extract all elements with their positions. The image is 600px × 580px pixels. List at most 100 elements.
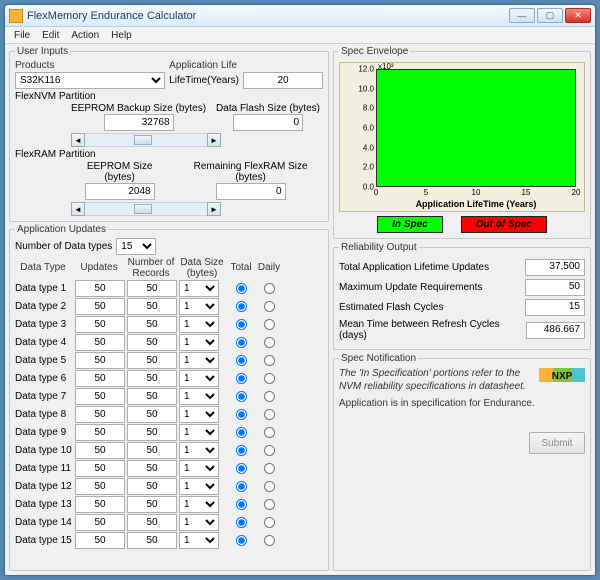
menu-edit[interactable]: Edit [37, 29, 64, 42]
daily-radio[interactable] [264, 499, 275, 510]
eeprom-backup-input[interactable] [104, 114, 174, 131]
total-radio[interactable] [236, 373, 247, 384]
records-input[interactable] [127, 334, 177, 351]
total-radio[interactable] [236, 301, 247, 312]
data-type-label: Data type 10 [15, 445, 71, 456]
total-radio[interactable] [236, 391, 247, 402]
data-size-select[interactable]: 1 [179, 532, 219, 549]
updates-input[interactable] [75, 460, 125, 477]
minimize-button[interactable]: — [509, 8, 535, 23]
scroll-right-icon[interactable]: ► [207, 202, 221, 216]
updates-input[interactable] [75, 496, 125, 513]
total-radio[interactable] [236, 535, 247, 546]
daily-radio[interactable] [264, 391, 275, 402]
records-input[interactable] [127, 478, 177, 495]
data-size-select[interactable]: 1 [179, 424, 219, 441]
close-button[interactable]: ✕ [565, 8, 591, 23]
scroll-left-icon[interactable]: ◄ [71, 133, 85, 147]
data-size-select[interactable]: 1 [179, 334, 219, 351]
daily-radio[interactable] [264, 319, 275, 330]
records-input[interactable] [127, 406, 177, 423]
data-size-select[interactable]: 1 [179, 370, 219, 387]
daily-radio[interactable] [264, 517, 275, 528]
data-size-select[interactable]: 1 [179, 280, 219, 297]
updates-input[interactable] [75, 280, 125, 297]
lifetime-input[interactable] [243, 72, 323, 89]
total-radio[interactable] [236, 427, 247, 438]
records-input[interactable] [127, 532, 177, 549]
maximize-button[interactable]: ▢ [537, 8, 563, 23]
records-input[interactable] [127, 388, 177, 405]
chart-plot-area [376, 69, 576, 187]
updates-input[interactable] [75, 316, 125, 333]
total-radio[interactable] [236, 499, 247, 510]
records-input[interactable] [127, 298, 177, 315]
remaining-flexram-input[interactable] [216, 183, 286, 200]
submit-button[interactable]: Submit [529, 432, 585, 454]
data-size-select[interactable]: 1 [179, 478, 219, 495]
total-radio[interactable] [236, 409, 247, 420]
updates-input[interactable] [75, 478, 125, 495]
updates-input[interactable] [75, 388, 125, 405]
records-input[interactable] [127, 316, 177, 333]
records-input[interactable] [127, 514, 177, 531]
records-input[interactable] [127, 280, 177, 297]
total-radio[interactable] [236, 319, 247, 330]
data-size-select[interactable]: 1 [179, 460, 219, 477]
updates-input[interactable] [75, 424, 125, 441]
updates-input[interactable] [75, 442, 125, 459]
num-data-types-select[interactable]: 15 [116, 238, 156, 255]
records-input[interactable] [127, 442, 177, 459]
daily-radio[interactable] [264, 355, 275, 366]
data-size-select[interactable]: 1 [179, 316, 219, 333]
daily-radio[interactable] [264, 427, 275, 438]
data-size-select[interactable]: 1 [179, 442, 219, 459]
total-radio[interactable] [236, 355, 247, 366]
daily-radio[interactable] [264, 283, 275, 294]
updates-input[interactable] [75, 334, 125, 351]
daily-radio[interactable] [264, 409, 275, 420]
updates-input[interactable] [75, 352, 125, 369]
total-radio[interactable] [236, 283, 247, 294]
total-radio[interactable] [236, 517, 247, 528]
menu-help[interactable]: Help [106, 29, 137, 42]
records-input[interactable] [127, 352, 177, 369]
records-input[interactable] [127, 370, 177, 387]
daily-radio[interactable] [264, 445, 275, 456]
eeprom-size-input[interactable] [85, 183, 155, 200]
data-size-select[interactable]: 1 [179, 514, 219, 531]
products-select[interactable]: S32K116 [15, 72, 165, 89]
daily-radio[interactable] [264, 337, 275, 348]
daily-radio[interactable] [264, 301, 275, 312]
total-radio[interactable] [236, 445, 247, 456]
total-radio[interactable] [236, 481, 247, 492]
data-type-row: Data type 121 [15, 478, 323, 495]
flexnvm-scroll[interactable]: ◄► [71, 133, 221, 147]
daily-radio[interactable] [264, 463, 275, 474]
flexram-scroll[interactable]: ◄► [71, 202, 221, 216]
daily-radio[interactable] [264, 535, 275, 546]
data-type-row: Data type 51 [15, 352, 323, 369]
data-size-select[interactable]: 1 [179, 298, 219, 315]
updates-input[interactable] [75, 298, 125, 315]
records-input[interactable] [127, 496, 177, 513]
dataflash-input[interactable] [233, 114, 303, 131]
data-size-select[interactable]: 1 [179, 496, 219, 513]
records-input[interactable] [127, 460, 177, 477]
total-radio[interactable] [236, 463, 247, 474]
updates-input[interactable] [75, 370, 125, 387]
daily-radio[interactable] [264, 481, 275, 492]
updates-input[interactable] [75, 532, 125, 549]
data-size-select[interactable]: 1 [179, 352, 219, 369]
data-size-select[interactable]: 1 [179, 406, 219, 423]
updates-input[interactable] [75, 514, 125, 531]
total-radio[interactable] [236, 337, 247, 348]
records-input[interactable] [127, 424, 177, 441]
menu-file[interactable]: File [9, 29, 35, 42]
daily-radio[interactable] [264, 373, 275, 384]
menu-action[interactable]: Action [66, 29, 104, 42]
updates-input[interactable] [75, 406, 125, 423]
scroll-right-icon[interactable]: ► [207, 133, 221, 147]
scroll-left-icon[interactable]: ◄ [71, 202, 85, 216]
data-size-select[interactable]: 1 [179, 388, 219, 405]
